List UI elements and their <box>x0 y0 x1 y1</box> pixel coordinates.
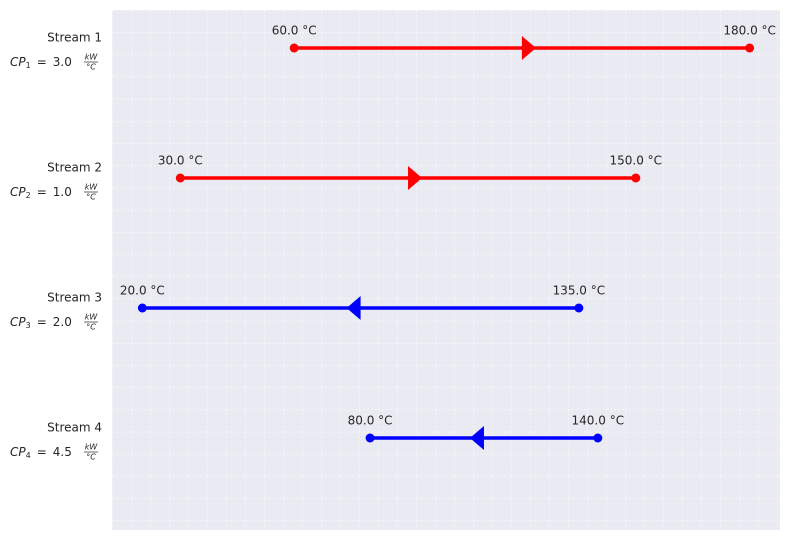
stream-name: Stream 1 <box>47 31 102 45</box>
grid <box>112 10 780 530</box>
cp-label: CP1 = 3.0 <box>10 55 72 70</box>
endpoint <box>593 433 603 443</box>
cp-part: CP <box>10 315 26 329</box>
direction-arrow <box>521 36 536 60</box>
temperature-label: 135.0 °C <box>553 284 606 298</box>
temperature-label: 60.0 °C <box>272 24 317 38</box>
cp-part: = <box>37 55 47 69</box>
unit-numerator: kW <box>85 443 99 452</box>
temperature-label: 180.0 °C <box>723 24 776 38</box>
endpoint <box>631 173 641 183</box>
cp-part: = <box>37 185 47 199</box>
endpoint <box>574 303 584 313</box>
direction-arrow <box>469 426 484 450</box>
unit-denominator: °C <box>86 63 96 72</box>
cp-part: CP <box>10 185 26 199</box>
endpoint <box>289 43 299 53</box>
cp-part: 3 <box>26 321 31 330</box>
temperature-label: 150.0 °C <box>609 154 662 168</box>
cp-part: 4.5 <box>53 445 72 459</box>
stream-name: Stream 4 <box>47 421 102 435</box>
cp-part: 2 <box>26 191 31 200</box>
cp-part: CP <box>10 445 26 459</box>
temperature-label: 20.0 °C <box>120 284 165 298</box>
unit-denominator: °C <box>86 193 96 202</box>
direction-arrow <box>408 166 423 190</box>
cp-part: 2.0 <box>53 315 72 329</box>
cp-part: = <box>37 445 47 459</box>
cp-label: CP2 = 1.0 <box>10 185 72 200</box>
endpoint <box>745 43 755 53</box>
unit-numerator: kW <box>85 183 99 192</box>
unit-denominator: °C <box>86 453 96 462</box>
cp-part: CP <box>10 55 26 69</box>
stream-name: Stream 3 <box>47 291 102 305</box>
cp-part: 3.0 <box>53 55 72 69</box>
temperature-label: 30.0 °C <box>158 154 203 168</box>
cp-label: CP4 = 4.5 <box>10 445 72 460</box>
endpoint <box>175 173 185 183</box>
cp-label: CP3 = 2.0 <box>10 315 72 330</box>
temperature-label: 140.0 °C <box>572 414 625 428</box>
endpoint <box>137 303 147 313</box>
cp-part: = <box>37 315 47 329</box>
temperature-label: 80.0 °C <box>348 414 393 428</box>
cp-part: 4 <box>26 451 31 460</box>
unit-denominator: °C <box>86 323 96 332</box>
unit-numerator: kW <box>85 53 99 62</box>
unit-numerator: kW <box>85 313 99 322</box>
cp-part: 1.0 <box>53 185 72 199</box>
direction-arrow <box>346 296 361 320</box>
stream-name: Stream 2 <box>47 161 102 175</box>
endpoint <box>365 433 375 443</box>
cp-part: 1 <box>26 61 31 70</box>
